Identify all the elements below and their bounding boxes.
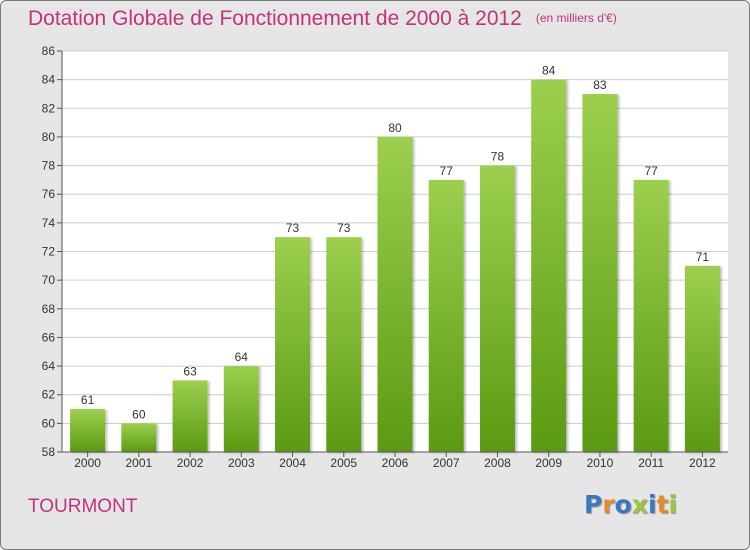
x-tick-label: 2011: [638, 456, 664, 470]
bar-value-label: 73: [286, 221, 300, 235]
x-tick-label: 2006: [382, 456, 409, 470]
x-tick-label: 2004: [279, 456, 306, 470]
bars: 61 60 63 64 73 73 80 77 78 84 83 77 71: [70, 64, 720, 453]
bar: [684, 265, 720, 452]
logo-letter: x: [631, 490, 648, 519]
logo-letter: r: [602, 490, 615, 519]
y-tick-label: 84: [42, 73, 56, 87]
bar: [121, 423, 157, 452]
y-tick-label: 64: [42, 359, 56, 373]
bar: [428, 179, 464, 452]
logo-letter: P: [584, 490, 603, 519]
bar: [172, 380, 208, 452]
x-tick-label: 2008: [484, 456, 511, 470]
bar-value-label: 63: [183, 364, 197, 378]
commune-name: TOURMONT: [28, 496, 138, 517]
bar: [326, 237, 362, 452]
y-tick-label: 58: [42, 445, 56, 459]
bar: [275, 237, 311, 452]
x-tick-label: 2001: [125, 456, 152, 470]
bar: [70, 409, 106, 452]
bar-value-label: 73: [337, 221, 351, 235]
y-tick-label: 70: [42, 273, 56, 287]
bar-value-label: 60: [132, 407, 146, 421]
bar-value-label: 80: [388, 121, 402, 135]
y-tick-label: 82: [42, 101, 56, 115]
bar-value-label: 83: [593, 78, 607, 92]
bar-value-label: 71: [696, 250, 710, 264]
bar: [582, 93, 618, 452]
y-tick-label: 66: [42, 330, 56, 344]
bar-value-label: 64: [235, 350, 249, 364]
x-tick-label: 2002: [177, 456, 204, 470]
bar-value-label: 77: [440, 164, 454, 178]
x-tick-label: 2000: [74, 456, 101, 470]
logo-letter: o: [614, 490, 632, 519]
x-tick-label: 2010: [587, 456, 614, 470]
x-tick-label: 2009: [535, 456, 562, 470]
bar: [531, 79, 567, 453]
bar-value-label: 77: [644, 164, 658, 178]
y-axis: 58 60 62 64 66 68 70 72 74 76 78 80 82 84 86: [42, 44, 63, 459]
y-tick-label: 76: [42, 187, 56, 201]
logo-letter: i: [668, 490, 678, 519]
y-tick-label: 86: [42, 44, 56, 58]
x-tick-label: 2005: [330, 456, 357, 470]
y-tick-label: 80: [42, 130, 56, 144]
chart-title-text: Dotation Globale de Fonctionnement de 20…: [28, 7, 522, 30]
y-tick-label: 68: [42, 302, 56, 316]
x-tick-label: 2007: [433, 456, 460, 470]
x-axis: 2000 2001 2002 2003 2004 2005 2006 2007 2008 2009…: [62, 451, 728, 470]
bar: [479, 165, 515, 453]
bar: [223, 366, 259, 452]
bar-value-label: 61: [81, 393, 95, 407]
y-tick-label: 74: [42, 216, 56, 230]
y-tick-label: 62: [42, 388, 56, 402]
x-tick-label: 2012: [689, 456, 716, 470]
chart-title: Dotation Globale de Fonctionnement de 20…: [28, 7, 617, 31]
logo-letter: i: [648, 490, 657, 519]
bar-value-label: 78: [491, 150, 505, 164]
bar: [377, 136, 413, 452]
bar-value-label: 84: [542, 64, 556, 78]
proxiti-logo: Proxiti: [584, 490, 677, 519]
y-tick-label: 78: [42, 159, 56, 173]
y-tick-label: 72: [42, 245, 56, 259]
bar: [633, 179, 669, 452]
logo-letter: t: [656, 490, 669, 519]
x-tick-label: 2003: [228, 456, 255, 470]
y-tick-label: 60: [42, 416, 56, 430]
chart-subtitle: (en milliers d'€): [535, 11, 617, 25]
